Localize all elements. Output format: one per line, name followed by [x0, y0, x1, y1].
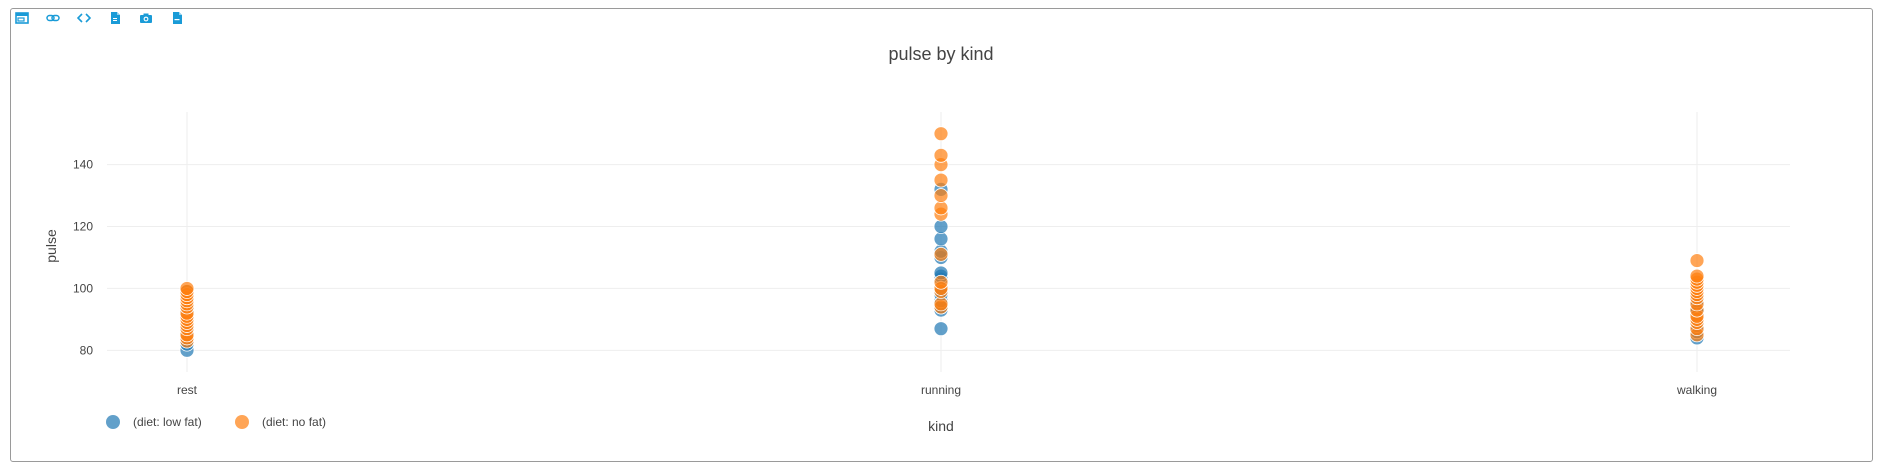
data-point[interactable]	[933, 147, 949, 163]
y-axis-title: pulse	[43, 229, 59, 263]
x-axis-title: kind	[928, 418, 954, 434]
x-tick-label: rest	[177, 383, 198, 397]
x-axis-ticks: rest running walking	[177, 383, 1717, 397]
legend: (diet: low fat) (diet: no fat)	[106, 415, 326, 429]
y-axis-ticks: 80 100 120 140	[73, 158, 93, 358]
chart-toolbar	[14, 10, 200, 26]
data-point[interactable]	[933, 126, 949, 142]
data-point[interactable]	[933, 321, 949, 337]
data-point[interactable]	[933, 296, 949, 312]
legend-item[interactable]: (diet: low fat)	[106, 415, 202, 429]
chart-frame	[10, 8, 1873, 462]
legend-marker	[106, 415, 120, 429]
code-icon[interactable]	[76, 10, 92, 26]
data-point[interactable]	[933, 246, 949, 262]
data-point[interactable]	[933, 200, 949, 216]
y-tick-label: 140	[73, 158, 93, 172]
camera-icon[interactable]	[138, 10, 154, 26]
x-tick-label: walking	[1676, 383, 1717, 397]
data-point[interactable]	[933, 231, 949, 247]
y-tick-label: 120	[73, 220, 93, 234]
x-tick-label: running	[921, 383, 961, 397]
window-icon[interactable]	[14, 10, 30, 26]
csv-file-icon[interactable]	[169, 10, 185, 26]
link-icon[interactable]	[45, 10, 61, 26]
legend-label: (diet: no fat)	[262, 415, 326, 429]
data-point[interactable]	[933, 219, 949, 234]
data-point[interactable]	[933, 172, 949, 188]
data-point[interactable]	[933, 274, 949, 290]
data-point[interactable]	[1689, 253, 1705, 268]
chart-title: pulse by kind	[888, 44, 993, 64]
data-point[interactable]	[1689, 268, 1705, 284]
data-point[interactable]	[933, 188, 949, 203]
html-file-icon[interactable]	[107, 10, 123, 26]
y-tick-label: 100	[73, 281, 93, 295]
legend-label: (diet: low fat)	[133, 415, 202, 429]
y-tick-label: 80	[80, 343, 94, 357]
legend-item[interactable]: (diet: no fat)	[235, 415, 326, 429]
data-point[interactable]	[179, 281, 195, 296]
grid-lines	[107, 112, 1790, 372]
data-points	[179, 126, 1705, 358]
legend-marker	[235, 415, 249, 429]
